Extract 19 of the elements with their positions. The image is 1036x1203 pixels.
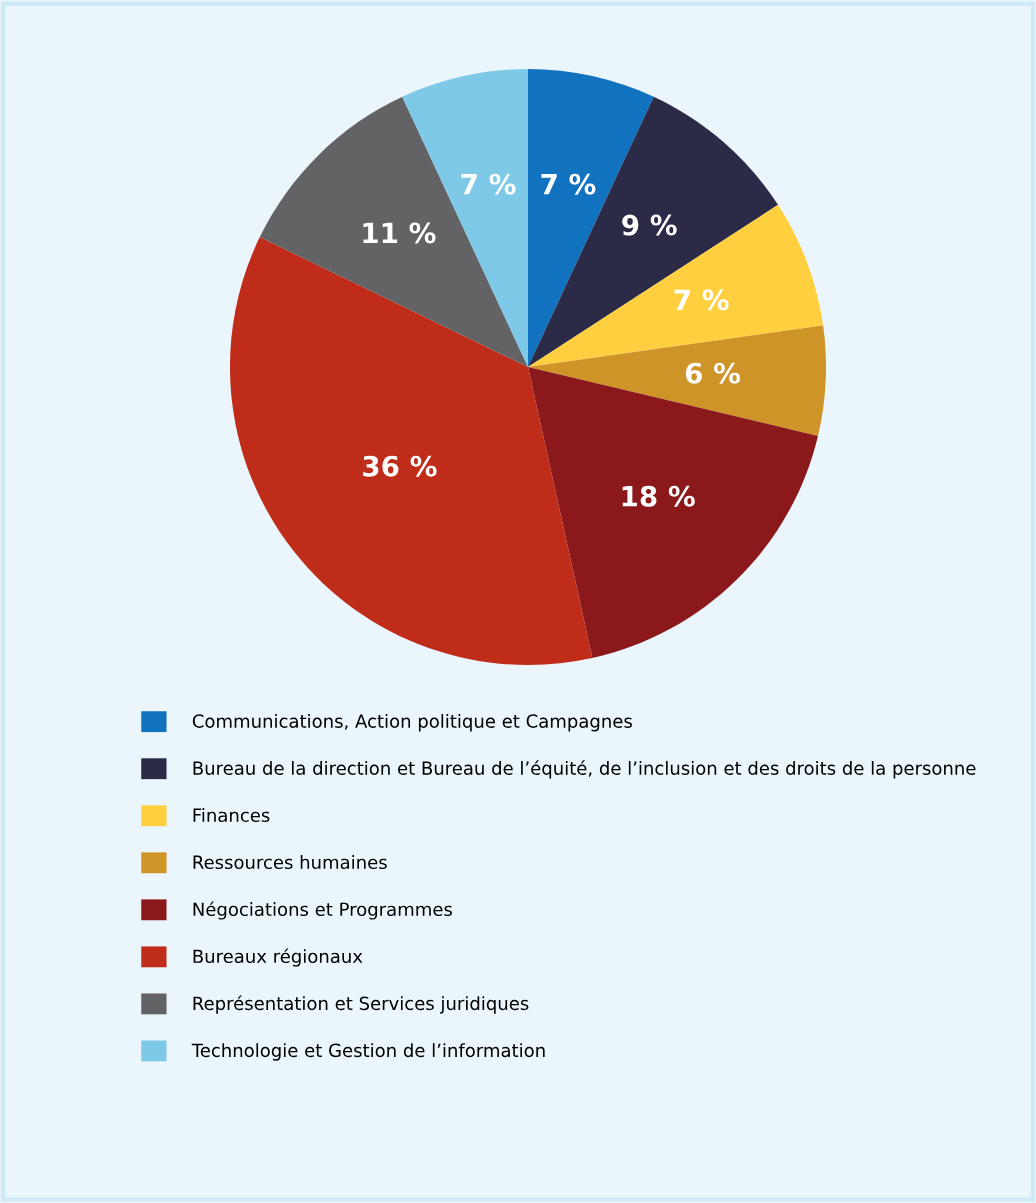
legend-label: Représentation et Services juridiques: [193, 995, 529, 1014]
legend-label: Bureau de la direction et Bureau de l’équité, de l’inclusion et des droits de la personne: [193, 760, 976, 779]
legend-label: Négociations et Programmes: [193, 901, 452, 920]
legend-label: Finances: [193, 808, 270, 823]
data-label: 11 %: [363, 222, 436, 244]
data-label: 36 %: [363, 455, 437, 477]
legend-label: Technologie et Gestion de l’information: [191, 1043, 545, 1061]
pie-slice: [402, 68, 528, 367]
legend-label: Ressources humaines: [193, 855, 387, 870]
pie-slice: [528, 325, 827, 436]
legend-label: Communications, Action politique et Campagnes: [192, 713, 632, 732]
data-label: 18 %: [622, 485, 695, 507]
pie-slice: [259, 96, 528, 367]
data-label: 7 %: [541, 173, 596, 195]
data-label: 6 %: [685, 362, 741, 384]
data-label: 7 %: [461, 173, 516, 195]
data-label: 7 %: [674, 289, 729, 311]
data-label: 9 %: [622, 214, 677, 236]
legend-label: Bureaux régionaux: [193, 948, 363, 967]
